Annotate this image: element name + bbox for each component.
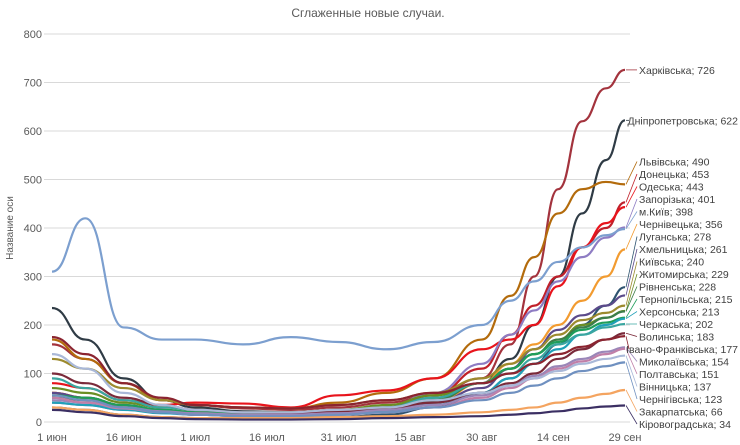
series-data-label: Чернівецька; 356 <box>639 219 723 231</box>
label-leader-line <box>625 355 638 387</box>
label-leader-line <box>625 389 638 412</box>
x-tick-label: 30 авг <box>466 432 497 444</box>
series-data-label: Київська; 240 <box>639 257 704 269</box>
y-tick-label: 600 <box>24 126 42 138</box>
series-line-7 <box>51 217 626 351</box>
label-leader-line <box>625 161 638 185</box>
y-tick-label: 800 <box>24 29 42 41</box>
label-leader-line <box>625 186 638 208</box>
y-tick-label: 700 <box>24 78 42 90</box>
series-line-21 <box>51 353 626 414</box>
label-leader-line <box>625 348 638 375</box>
series-line-24 <box>51 404 626 421</box>
series-data-label: Житомирська; 229 <box>639 269 729 281</box>
series-data-label: Хмельницька; 261 <box>639 244 728 256</box>
series-data-label: Донецька; 453 <box>639 169 709 181</box>
series-data-label: Луганська; 278 <box>639 232 711 244</box>
chart-title: Сглаженные новые случаи. <box>291 6 444 20</box>
series-data-label: м.Київ; 398 <box>639 207 693 219</box>
series-data-label: Чернігівська; 123 <box>639 394 722 406</box>
series-data-label: Дніпропетровська; 622 <box>628 115 739 127</box>
y-tick-label: 400 <box>24 223 42 235</box>
y-axis-title: Название оси <box>5 196 16 260</box>
series-data-label: Харківська; 726 <box>639 65 715 77</box>
series-data-label: Миколаївська; 154 <box>639 357 729 369</box>
series-line-2 <box>51 119 626 414</box>
label-leader-line <box>625 336 630 350</box>
label-leader-line <box>625 236 638 288</box>
series-labels: Харківська; 726 Дніпропетровська; 622 Льві… <box>626 65 738 431</box>
series-data-label: Вінницька; 137 <box>639 382 711 394</box>
x-tick-label: 16 июн <box>106 432 142 444</box>
label-leader-line <box>625 286 638 312</box>
y-tick-label: 500 <box>24 175 42 187</box>
x-tick-label: 29 сен <box>609 432 642 444</box>
label-leader-line <box>625 311 638 320</box>
series-data-label: Одеська; 443 <box>639 182 704 194</box>
label-leader-line <box>625 405 638 425</box>
label-leader-line <box>625 298 638 318</box>
label-leader-line <box>625 273 638 312</box>
label-leader-line <box>625 198 638 228</box>
x-tick-label: 31 июл <box>321 432 357 444</box>
y-tick-label: 200 <box>24 320 42 332</box>
x-tick-label: 15 авг <box>394 432 425 444</box>
series-data-label: Львівська; 490 <box>639 157 710 169</box>
label-leader-line <box>625 261 638 306</box>
label-leader-line <box>625 173 638 203</box>
label-leader-line <box>625 248 638 296</box>
label-leader-lines <box>625 69 638 425</box>
label-leader-line <box>625 211 638 230</box>
x-tick-label: 1 июл <box>180 432 210 444</box>
label-leader-line <box>625 223 638 250</box>
series-data-label: Черкаська; 202 <box>639 319 713 331</box>
y-tick-label: 300 <box>24 272 42 284</box>
series-data-label: Волинська; 183 <box>639 332 714 344</box>
series-data-label: Тернопільська; 215 <box>639 294 733 306</box>
x-tick-label: 16 июл <box>249 432 285 444</box>
series-data-label: Полтавська; 151 <box>639 369 719 381</box>
series-data-label: Івано-Франківська; 177 <box>626 344 738 356</box>
series-data-label: Рівненська; 228 <box>639 282 716 294</box>
label-leader-line <box>625 347 638 362</box>
series-line-18 <box>51 335 626 410</box>
y-tick-label: 100 <box>24 369 42 381</box>
series-data-label: Кіровоградська; 34 <box>639 419 731 431</box>
y-tick-label: 0 <box>36 417 42 429</box>
series-data-label: Херсонська; 213 <box>639 307 720 319</box>
series-data-label: Закарпатська; 66 <box>639 407 723 419</box>
series-lines <box>51 68 626 421</box>
grid-and-ticks: 0 100 200 300 400 500 600 700 800 1 июн 16 июн 1 ию… <box>24 29 642 444</box>
label-leader-line <box>625 362 638 400</box>
series-data-label: Запорізька; 401 <box>639 194 715 206</box>
x-tick-label: 14 сен <box>537 432 570 444</box>
label-leader-line <box>625 332 638 337</box>
x-tick-label: 1 июн <box>37 432 67 444</box>
series-line-22 <box>51 361 626 418</box>
